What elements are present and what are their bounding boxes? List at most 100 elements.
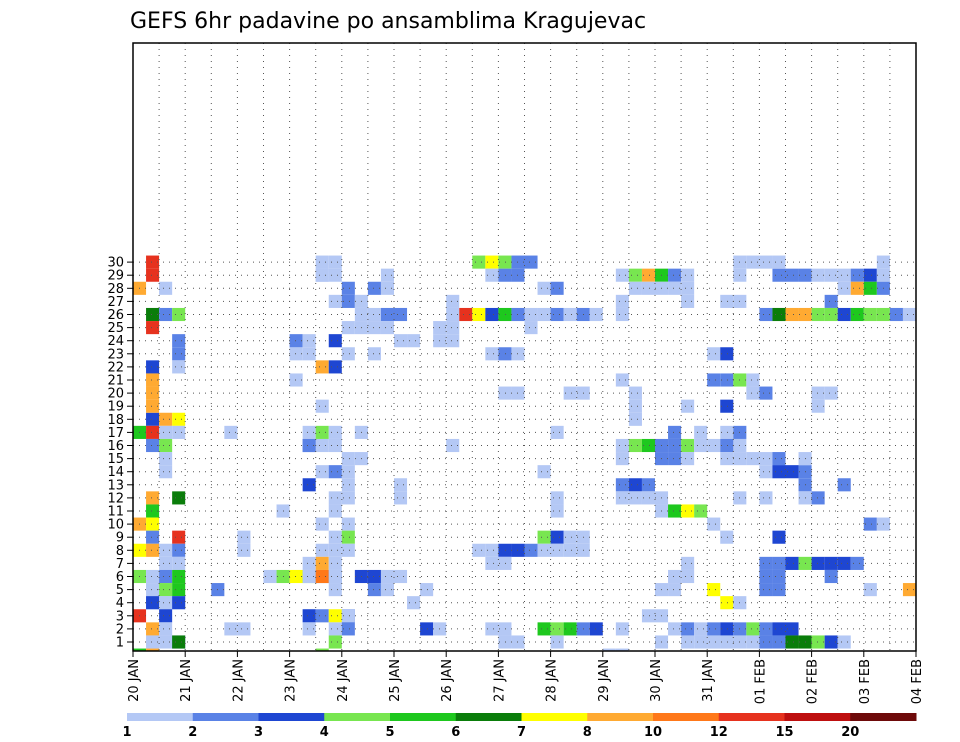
heatmap-cell: [315, 465, 329, 479]
heatmap-cell: [172, 360, 186, 374]
heatmap-cell: [302, 569, 316, 584]
heatmap-cell: [498, 347, 512, 361]
colorbar-label: 3: [254, 725, 263, 740]
heatmap-cell: [146, 491, 160, 505]
heatmap-cell: [720, 294, 734, 308]
heatmap-cell: [159, 438, 173, 453]
colorbar-label: 15: [775, 725, 793, 740]
heatmap-cell: [746, 635, 760, 649]
heatmap-cell: [837, 281, 851, 295]
heatmap-cell: [159, 583, 173, 597]
heatmap-cell: [302, 438, 316, 453]
heatmap-cell: [524, 255, 538, 269]
heatmap-cell: [172, 569, 186, 584]
heatmap-cell: [328, 569, 342, 584]
heatmap-cell: [472, 543, 486, 557]
heatmap-cell: [380, 569, 394, 584]
heatmap-cell: [746, 622, 760, 636]
heatmap-cell: [159, 425, 173, 439]
x-tick-label: 23 JAN: [284, 659, 299, 702]
heatmap-cell: [837, 268, 851, 282]
heatmap-cell: [785, 622, 799, 636]
x-tick-label: 03 FEB: [858, 659, 873, 704]
heatmap-cell: [485, 255, 499, 269]
heatmap-cell: [394, 569, 408, 584]
y-tick-label: 3: [116, 609, 124, 624]
heatmap-cell: [159, 452, 173, 466]
heatmap-cell: [341, 281, 355, 295]
x-tick-label: 29 JAN: [597, 659, 612, 702]
heatmap-cell: [641, 478, 655, 492]
heatmap-cell: [850, 268, 864, 282]
heatmap-cell: [498, 255, 512, 269]
heatmap-cell: [615, 452, 629, 466]
heatmap-cell: [498, 386, 512, 400]
heatmap-cell: [146, 255, 160, 269]
colorbar-swatch: [718, 713, 785, 721]
y-tick-label: 12: [107, 491, 124, 506]
heatmap-cell: [550, 635, 564, 649]
heatmap-cell: [524, 307, 538, 322]
heatmap-cell: [863, 583, 877, 597]
heatmap-cell: [628, 386, 642, 400]
heatmap-cell: [824, 556, 838, 570]
heatmap-cell: [341, 465, 355, 479]
heatmap-cell: [367, 307, 381, 322]
heatmap-cell: [720, 438, 734, 453]
heatmap-cell: [485, 268, 499, 282]
colorbar-swatch: [455, 713, 522, 721]
y-tick-label: 27: [107, 295, 124, 310]
colorbar-label: 12: [710, 725, 728, 740]
colorbar-swatch: [390, 713, 457, 721]
heatmap-cell: [824, 307, 838, 322]
heatmap-cell: [328, 635, 342, 649]
heatmap-cell: [668, 268, 682, 282]
heatmap-cell: [394, 307, 408, 322]
colorbar-swatch: [784, 713, 851, 721]
heatmap-cell: [146, 504, 160, 518]
y-tick-label: 2: [116, 622, 124, 637]
heatmap-cell: [694, 425, 708, 439]
heatmap-cell: [550, 281, 564, 295]
colorbar-swatch: [653, 713, 720, 721]
heatmap-cell: [146, 438, 160, 453]
heatmap-cell: [302, 334, 316, 348]
heatmap-cell: [550, 425, 564, 439]
heatmap-cell: [328, 425, 342, 439]
heatmap-cell: [563, 307, 577, 322]
plot-frame: [132, 42, 917, 652]
y-tick-label: 30: [107, 256, 124, 271]
heatmap-cell: [315, 438, 329, 453]
heatmap-cell: [563, 543, 577, 557]
y-tick-label: 14: [107, 465, 124, 480]
heatmap-cell: [315, 268, 329, 282]
heatmap-cell: [759, 255, 773, 269]
heatmap-cell: [146, 268, 160, 282]
heatmap-cell: [341, 452, 355, 466]
heatmap-cell: [380, 321, 394, 335]
heatmap-cell: [328, 465, 342, 479]
heatmap-cell: [328, 360, 342, 374]
heatmap-cell: [537, 543, 551, 557]
colorbar-label: 1: [122, 725, 131, 740]
heatmap-cell: [159, 609, 173, 623]
heatmap-cell: [602, 648, 616, 651]
heatmap-cell: [694, 635, 708, 649]
colorbar-label: 5: [385, 725, 394, 740]
heatmap-cell: [615, 373, 629, 387]
heatmap-cell: [720, 622, 734, 636]
colorbar: 1 2 3 4 5 6 7 8 10 12 15 20: [122, 713, 917, 740]
heatmap-cell: [524, 321, 538, 335]
colorbar-label: 8: [583, 725, 592, 740]
heatmap-cell: [759, 452, 773, 466]
heatmap-cell: [720, 399, 734, 413]
heatmap-cell: [863, 281, 877, 295]
heatmap-cell: [146, 307, 160, 322]
heatmap-cell: [328, 622, 342, 636]
heatmap-cell: [550, 307, 564, 322]
y-tick-label: 16: [107, 439, 124, 454]
heatmap-cell: [681, 281, 695, 295]
heatmap-cell: [407, 596, 421, 610]
x-tick-label: 27 JAN: [492, 659, 507, 702]
